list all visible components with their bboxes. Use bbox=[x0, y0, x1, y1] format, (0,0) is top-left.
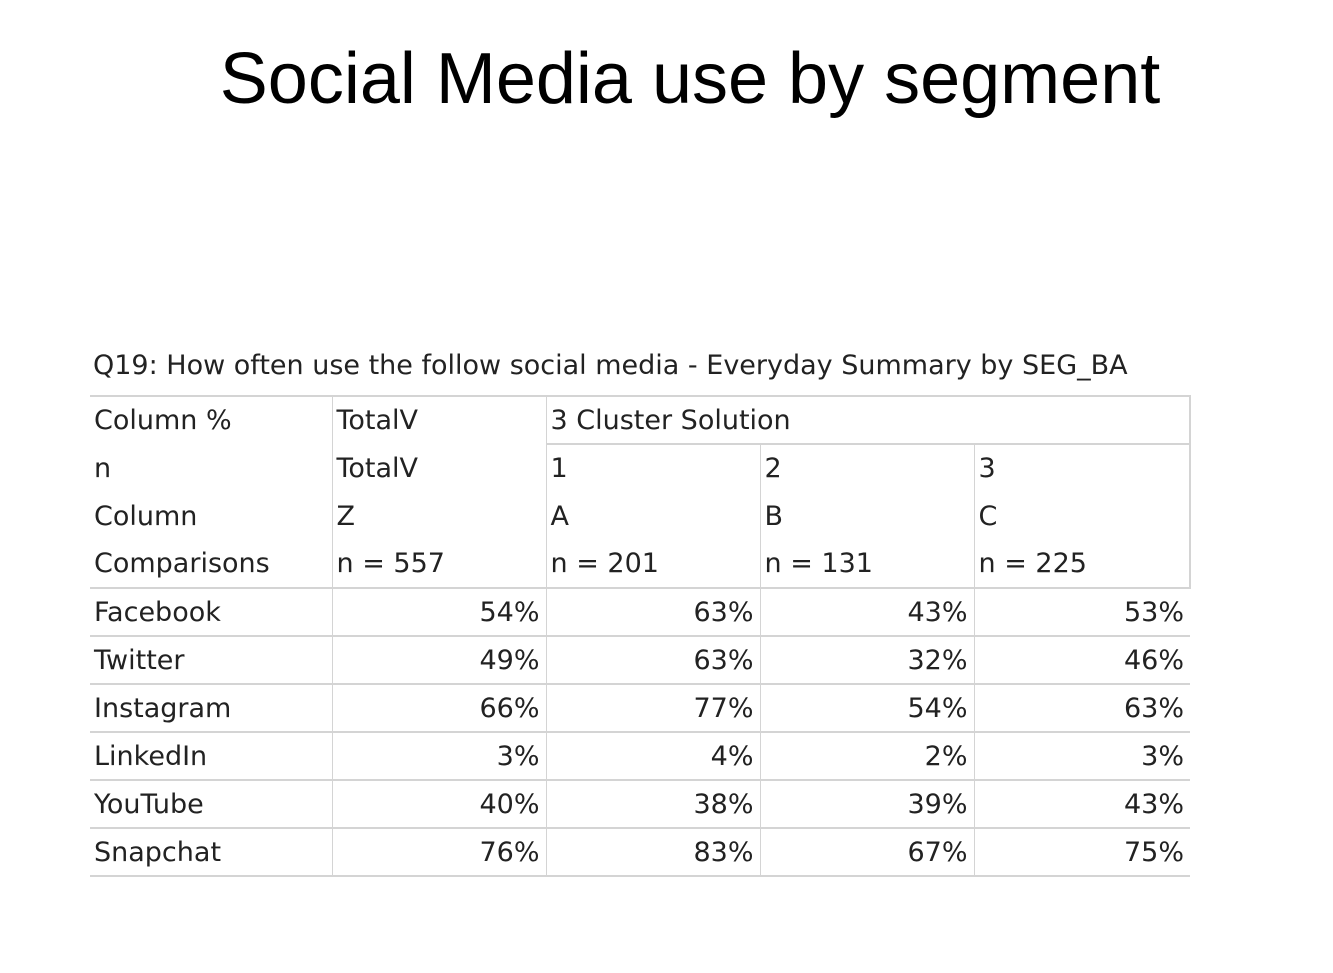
value-cell: 63% bbox=[973, 683, 1190, 732]
header-row: Comparisons n = 557 n = 201 n = 131 n = 225 bbox=[90, 540, 1191, 588]
row-label: LinkedIn bbox=[90, 731, 332, 780]
value-cell: 49% bbox=[331, 635, 546, 684]
row-label: Instagram bbox=[90, 683, 332, 732]
header-cell: B bbox=[759, 492, 974, 540]
body-row: YouTube 40% 38% 39% 43% bbox=[90, 779, 1190, 828]
row-label: Snapchat bbox=[90, 827, 332, 877]
data-table: Column % TotalV 3 Cluster Solution n TotalV 1… bbox=[90, 395, 1191, 877]
value-cell: 38% bbox=[545, 779, 760, 828]
body-row: LinkedIn 3% 4% 2% 3% bbox=[90, 731, 1190, 780]
value-cell: 2% bbox=[759, 731, 974, 780]
header-cell: Comparisons bbox=[94, 548, 270, 579]
header-cell: Z bbox=[331, 492, 546, 540]
row-label: YouTube bbox=[90, 779, 332, 828]
value-cell: 32% bbox=[759, 635, 974, 684]
value-cell: 67% bbox=[759, 827, 974, 877]
header-cell: Column bbox=[94, 500, 198, 532]
header-row: Column % TotalV 3 Cluster Solution bbox=[90, 395, 1191, 445]
header-cell: TotalV bbox=[331, 395, 546, 444]
header-row: Column Z A B C bbox=[90, 492, 1191, 540]
value-cell: 40% bbox=[331, 779, 546, 828]
row-label: Facebook bbox=[90, 587, 332, 636]
value-cell: 77% bbox=[545, 683, 760, 732]
value-cell: 83% bbox=[545, 827, 760, 877]
value-cell: 63% bbox=[545, 587, 760, 636]
value-cell: 43% bbox=[973, 779, 1190, 828]
value-cell: 3% bbox=[331, 731, 546, 780]
header-row: n TotalV 1 2 3 bbox=[90, 444, 1191, 492]
header-cell: C bbox=[973, 492, 1191, 540]
header-cell: 2 bbox=[759, 444, 974, 492]
body-row: Snapchat 76% 83% 67% 75% bbox=[90, 827, 1190, 877]
header-cell: Column % bbox=[90, 395, 332, 444]
header-cell: n = 557 bbox=[331, 540, 546, 588]
value-cell: 3% bbox=[973, 731, 1190, 780]
row-label: Twitter bbox=[90, 635, 332, 684]
header-cell: A bbox=[545, 492, 760, 540]
header-cell: TotalV bbox=[331, 444, 546, 492]
header-cell: n bbox=[94, 452, 112, 484]
header-cell: 3 bbox=[973, 444, 1191, 492]
value-cell: 76% bbox=[331, 827, 546, 877]
value-cell: 75% bbox=[973, 827, 1190, 877]
value-cell: 54% bbox=[759, 683, 974, 732]
value-cell: 66% bbox=[331, 683, 546, 732]
header-cell: n = 201 bbox=[545, 540, 760, 588]
body-row: Twitter 49% 63% 32% 46% bbox=[90, 635, 1190, 684]
value-cell: 53% bbox=[973, 587, 1190, 636]
value-cell: 43% bbox=[759, 587, 974, 636]
value-cell: 46% bbox=[973, 635, 1190, 684]
table-caption: Q19: How often use the follow social med… bbox=[93, 350, 1128, 381]
header-cell: n = 131 bbox=[759, 540, 974, 588]
value-cell: 63% bbox=[545, 635, 760, 684]
header-cell: 3 Cluster Solution bbox=[545, 395, 1191, 445]
value-cell: 54% bbox=[331, 587, 546, 636]
header-cell: 1 bbox=[545, 444, 760, 492]
slide-title: Social Media use by segment bbox=[219, 39, 1161, 119]
value-cell: 4% bbox=[545, 731, 760, 780]
body-row: Facebook 54% 63% 43% 53% bbox=[90, 587, 1190, 636]
value-cell: 39% bbox=[759, 779, 974, 828]
header-cell: n = 225 bbox=[973, 540, 1191, 588]
body-row: Instagram 66% 77% 54% 63% bbox=[90, 683, 1190, 732]
